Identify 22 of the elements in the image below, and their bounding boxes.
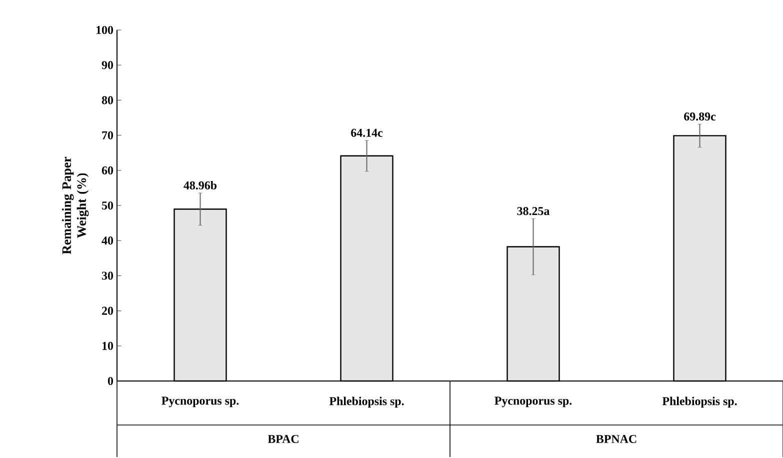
- y-tick-label: 60: [102, 166, 114, 174]
- data-label: 64.14c: [351, 128, 383, 137]
- y-tick-label: 100: [96, 26, 114, 34]
- y-tick-label: 0: [108, 376, 114, 386]
- y-tick-label: 90: [102, 61, 114, 70]
- data-label: 48.96b: [184, 181, 217, 190]
- text: BPNAC: [596, 434, 636, 444]
- data-label: 69.89c: [684, 112, 716, 121]
- y-tick-label: 80: [102, 96, 114, 104]
- y-tick-label: 70: [102, 131, 114, 140]
- y-tick-label: 40: [102, 236, 114, 245]
- y-axis-title: Remaining Paper Weight (%): [62, 156, 89, 254]
- y-tick-label: 10: [102, 342, 114, 350]
- text: BPAC: [268, 434, 298, 444]
- y-tick-label: 50: [102, 201, 114, 210]
- x-tick-label: Pycnoporus sp.: [162, 396, 239, 408]
- x-tick-label: Phlebiopsis sp.: [329, 396, 404, 408]
- x-tick-label: Phlebiopsis sp.: [662, 396, 737, 408]
- x-tick-label: Pycnoporus sp.: [494, 396, 572, 408]
- y-tick-label: 30: [102, 272, 114, 280]
- y-tick-label: 20: [102, 306, 114, 315]
- data-label: 38.25a: [517, 207, 550, 216]
